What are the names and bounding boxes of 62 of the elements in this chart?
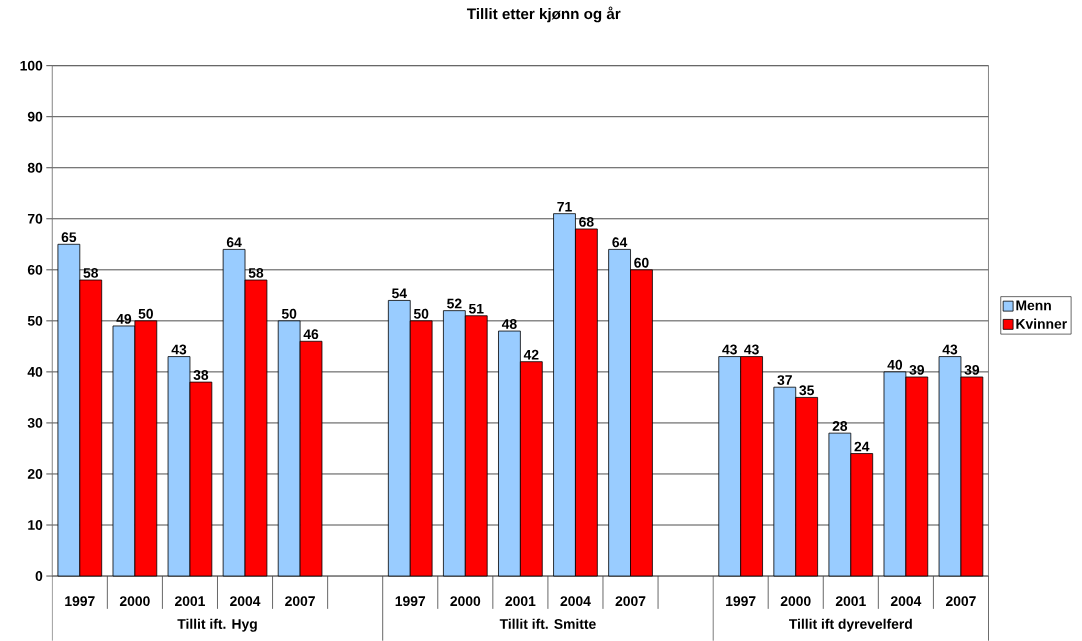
- x-tick-label: 2004: [230, 596, 261, 606]
- data-label: 71: [557, 201, 572, 212]
- x-tick-label: 1997: [395, 596, 426, 606]
- chart-title: Tillit etter kjønn og år: [466, 6, 621, 23]
- x-tick-label: 1997: [726, 596, 756, 606]
- legend-label: Kvinner: [1016, 318, 1067, 329]
- x-tick-label: 2004: [560, 596, 591, 606]
- y-tick-label: 80: [27, 162, 43, 173]
- data-label: 40: [887, 359, 903, 370]
- data-label: 54: [391, 288, 407, 299]
- data-label: 68: [579, 216, 594, 227]
- y-tick-label: 20: [27, 469, 43, 479]
- x-tick-label: 2000: [450, 596, 481, 606]
- data-label: 65: [61, 232, 77, 243]
- data-label: 50: [138, 308, 153, 319]
- x-tick-label: 2004: [890, 596, 922, 606]
- data-label: 58: [83, 267, 99, 278]
- data-label: 49: [116, 313, 132, 324]
- x-tick-label: 2000: [780, 596, 811, 606]
- y-tick-label: 10: [28, 520, 43, 530]
- data-label: 28: [832, 421, 848, 431]
- data-label: 39: [909, 364, 925, 375]
- data-label: 35: [799, 385, 815, 396]
- data-label: 43: [171, 344, 187, 355]
- data-label: 48: [501, 318, 517, 329]
- y-tick-label: 70: [27, 213, 43, 224]
- x-tick-label: 2007: [285, 596, 315, 606]
- x-tick-label: 2001: [175, 596, 205, 606]
- text: Tillit ift dyrevelferd: [789, 618, 912, 632]
- data-label: 64: [612, 237, 628, 248]
- data-label: 39: [964, 364, 980, 375]
- y-tick-label: 90: [27, 111, 43, 122]
- data-label: 58: [248, 267, 264, 278]
- y-tick-label: 30: [27, 417, 43, 428]
- data-label: 46: [303, 329, 319, 340]
- data-label: 43: [942, 344, 958, 355]
- x-tick-label: 2000: [119, 596, 150, 606]
- x-tick-label: 2007: [615, 596, 646, 606]
- data-label: 42: [523, 349, 539, 360]
- data-label: 64: [226, 237, 242, 248]
- y-tick-label: 60: [27, 264, 43, 275]
- data-label: 43: [722, 344, 737, 355]
- x-tick-label: 1997: [65, 596, 95, 606]
- x-tick-label: 2007: [945, 596, 976, 606]
- data-label: 38: [193, 370, 209, 380]
- data-label: 43: [744, 344, 759, 355]
- y-tick-label: 100: [20, 60, 43, 71]
- data-label: 50: [281, 308, 297, 319]
- data-label: 52: [447, 298, 462, 309]
- x-tick-label: 2001: [505, 596, 536, 606]
- data-label: 50: [413, 308, 429, 319]
- text: Tillit ift. Hyg: [177, 618, 257, 632]
- data-label: 60: [634, 257, 649, 268]
- data-label: 37: [777, 375, 792, 385]
- y-tick-label: 40: [27, 366, 43, 377]
- y-tick-label: 0: [35, 571, 43, 581]
- y-tick-label: 50: [27, 315, 43, 326]
- data-label: 51: [468, 303, 484, 314]
- legend-label: Menn: [1016, 300, 1051, 311]
- data-label: 24: [854, 441, 870, 452]
- text: Tillit ift. Smitte: [499, 618, 596, 629]
- x-tick-label: 2001: [835, 596, 866, 606]
